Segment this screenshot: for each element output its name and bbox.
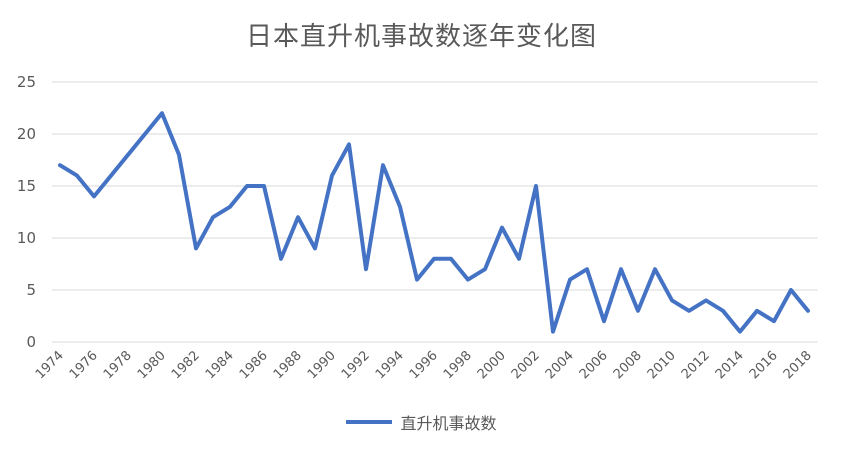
data-point <box>739 331 741 333</box>
data-point <box>654 268 656 270</box>
x-tick-label: 2002 <box>509 348 543 382</box>
x-tick-label: 2008 <box>611 348 645 382</box>
data-point <box>59 164 61 166</box>
x-tick-label: 1974 <box>33 348 67 382</box>
legend-label: 直升机事故数 <box>400 414 497 433</box>
x-tick-label: 1986 <box>237 348 271 382</box>
x-tick-label: 2006 <box>577 348 611 382</box>
data-point <box>484 268 486 270</box>
data-point <box>450 258 452 260</box>
data-point <box>280 258 282 260</box>
data-point <box>620 268 622 270</box>
data-point <box>93 195 95 197</box>
data-point <box>76 175 78 177</box>
data-point <box>263 185 265 187</box>
data-point <box>229 206 231 208</box>
data-point <box>365 268 367 270</box>
data-point <box>518 258 520 260</box>
y-tick-label: 5 <box>26 281 36 299</box>
x-tick-label: 2014 <box>713 348 747 382</box>
data-point <box>314 247 316 249</box>
x-tick-label: 1990 <box>305 348 339 382</box>
x-tick-label: 2010 <box>645 348 679 382</box>
data-point <box>382 164 384 166</box>
y-tick-label: 0 <box>26 333 36 351</box>
data-point <box>467 279 469 281</box>
x-tick-label: 1996 <box>407 348 441 382</box>
data-point <box>178 154 180 156</box>
legend-swatch <box>346 420 393 424</box>
data-point <box>773 320 775 322</box>
x-tick-label: 2004 <box>543 348 577 382</box>
data-point <box>603 320 605 322</box>
x-tick-label: 1988 <box>271 348 305 382</box>
x-tick-label: 1984 <box>203 348 237 382</box>
data-point <box>807 310 809 312</box>
data-point <box>195 247 197 249</box>
chart-title: 日本直升机事故数逐年变化图 <box>245 22 597 52</box>
data-point <box>433 258 435 260</box>
data-point <box>586 268 588 270</box>
data-point <box>756 310 758 312</box>
data-point <box>144 133 146 135</box>
data-point <box>110 175 112 177</box>
x-tick-label: 1998 <box>441 348 475 382</box>
data-point <box>246 185 248 187</box>
data-point <box>127 154 129 156</box>
x-tick-label: 2012 <box>679 348 713 382</box>
x-tick-label: 2018 <box>781 348 815 382</box>
data-point <box>297 216 299 218</box>
data-point <box>688 310 690 312</box>
data-point <box>722 310 724 312</box>
x-tick-label: 1982 <box>169 348 203 382</box>
y-tick-label: 10 <box>17 229 36 247</box>
x-tick-label: 2000 <box>475 348 509 382</box>
data-point <box>161 112 163 114</box>
data-point <box>671 299 673 301</box>
y-tick-label: 15 <box>17 177 36 195</box>
data-point <box>501 227 503 229</box>
data-point <box>416 279 418 281</box>
x-tick-label: 1976 <box>67 348 101 382</box>
data-point <box>331 175 333 177</box>
data-point <box>212 216 214 218</box>
data-point <box>705 299 707 301</box>
data-point <box>348 143 350 145</box>
x-tick-label: 1978 <box>101 348 135 382</box>
data-point <box>790 289 792 291</box>
y-tick-label: 25 <box>17 73 36 91</box>
x-tick-label: 1992 <box>339 348 373 382</box>
data-point <box>637 310 639 312</box>
data-point <box>535 185 537 187</box>
x-tick-label: 1994 <box>373 348 407 382</box>
data-point <box>569 279 571 281</box>
legend: 直升机事故数 <box>0 410 843 434</box>
series-line-0 <box>58 111 810 334</box>
data-point <box>399 206 401 208</box>
y-tick-label: 20 <box>17 125 36 143</box>
x-tick-label: 1980 <box>135 348 169 382</box>
data-point <box>552 331 554 333</box>
x-tick-label: 2016 <box>747 348 781 382</box>
